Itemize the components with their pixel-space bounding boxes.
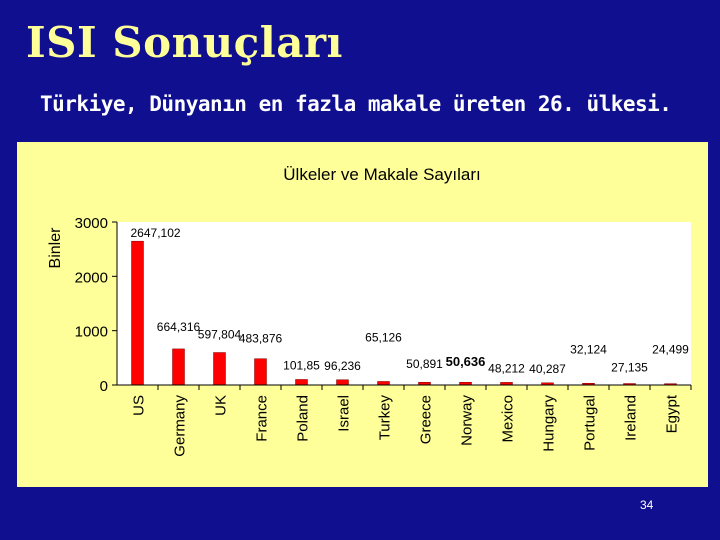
y-tick-label: 3000 [75, 215, 108, 232]
y-tick-label: 2000 [75, 269, 108, 286]
category-label: Poland [295, 395, 312, 442]
category-label: Germany [172, 395, 189, 457]
category-label: France [254, 395, 271, 442]
bar [254, 358, 267, 386]
slide-subtitle: Türkiye, Dünyanın en fazla makale üreten… [40, 92, 672, 116]
category-label: Portugal [582, 395, 599, 451]
y-axis-label: Binler [47, 227, 64, 269]
bar-chart: Ülkeler ve Makale Sayıları Binler 0 1000 2… [47, 165, 692, 457]
data-label: 40,287 [529, 362, 566, 376]
data-label: 48,212 [488, 361, 525, 375]
data-label: 101,85 [283, 358, 320, 372]
bar [172, 348, 185, 386]
data-label: 50,891 [406, 357, 443, 371]
page-number: 34 [640, 498, 654, 512]
data-label: 2647,102 [131, 226, 181, 240]
data-label: 483,876 [239, 332, 283, 346]
slide-title: ISI Sonuçları [26, 18, 343, 67]
data-label: 597,804 [198, 328, 242, 342]
category-label: US [131, 395, 148, 416]
bar [377, 381, 390, 386]
bar [131, 240, 144, 386]
category-label: Turkey [377, 395, 394, 441]
data-label: 96,236 [324, 359, 361, 373]
data-label: 24,499 [652, 343, 689, 357]
y-tick-label: 0 [100, 378, 108, 395]
category-label: Hungary [541, 395, 558, 452]
data-label: 664,316 [157, 320, 201, 334]
category-label: Israel [336, 395, 353, 432]
data-label: 32,124 [570, 342, 607, 356]
bar [336, 379, 349, 386]
y-tick-label: 1000 [75, 324, 108, 341]
category-label: Norway [459, 395, 476, 446]
category-label: Mexico [500, 395, 517, 443]
category-label: Greece [418, 395, 435, 444]
bar [213, 352, 226, 386]
data-label: 65,126 [365, 330, 402, 344]
data-label: 27,135 [611, 361, 648, 375]
data-label: 50,636 [446, 354, 486, 369]
plot-area [117, 222, 691, 385]
chart-panel: Ülkeler ve Makale Sayıları Binler 0 1000 2… [17, 142, 708, 487]
category-label: UK [213, 395, 230, 416]
chart-title: Ülkeler ve Makale Sayıları [283, 165, 480, 184]
category-label: Ireland [623, 395, 640, 441]
bar [295, 379, 308, 386]
category-label: Egypt [664, 394, 681, 433]
